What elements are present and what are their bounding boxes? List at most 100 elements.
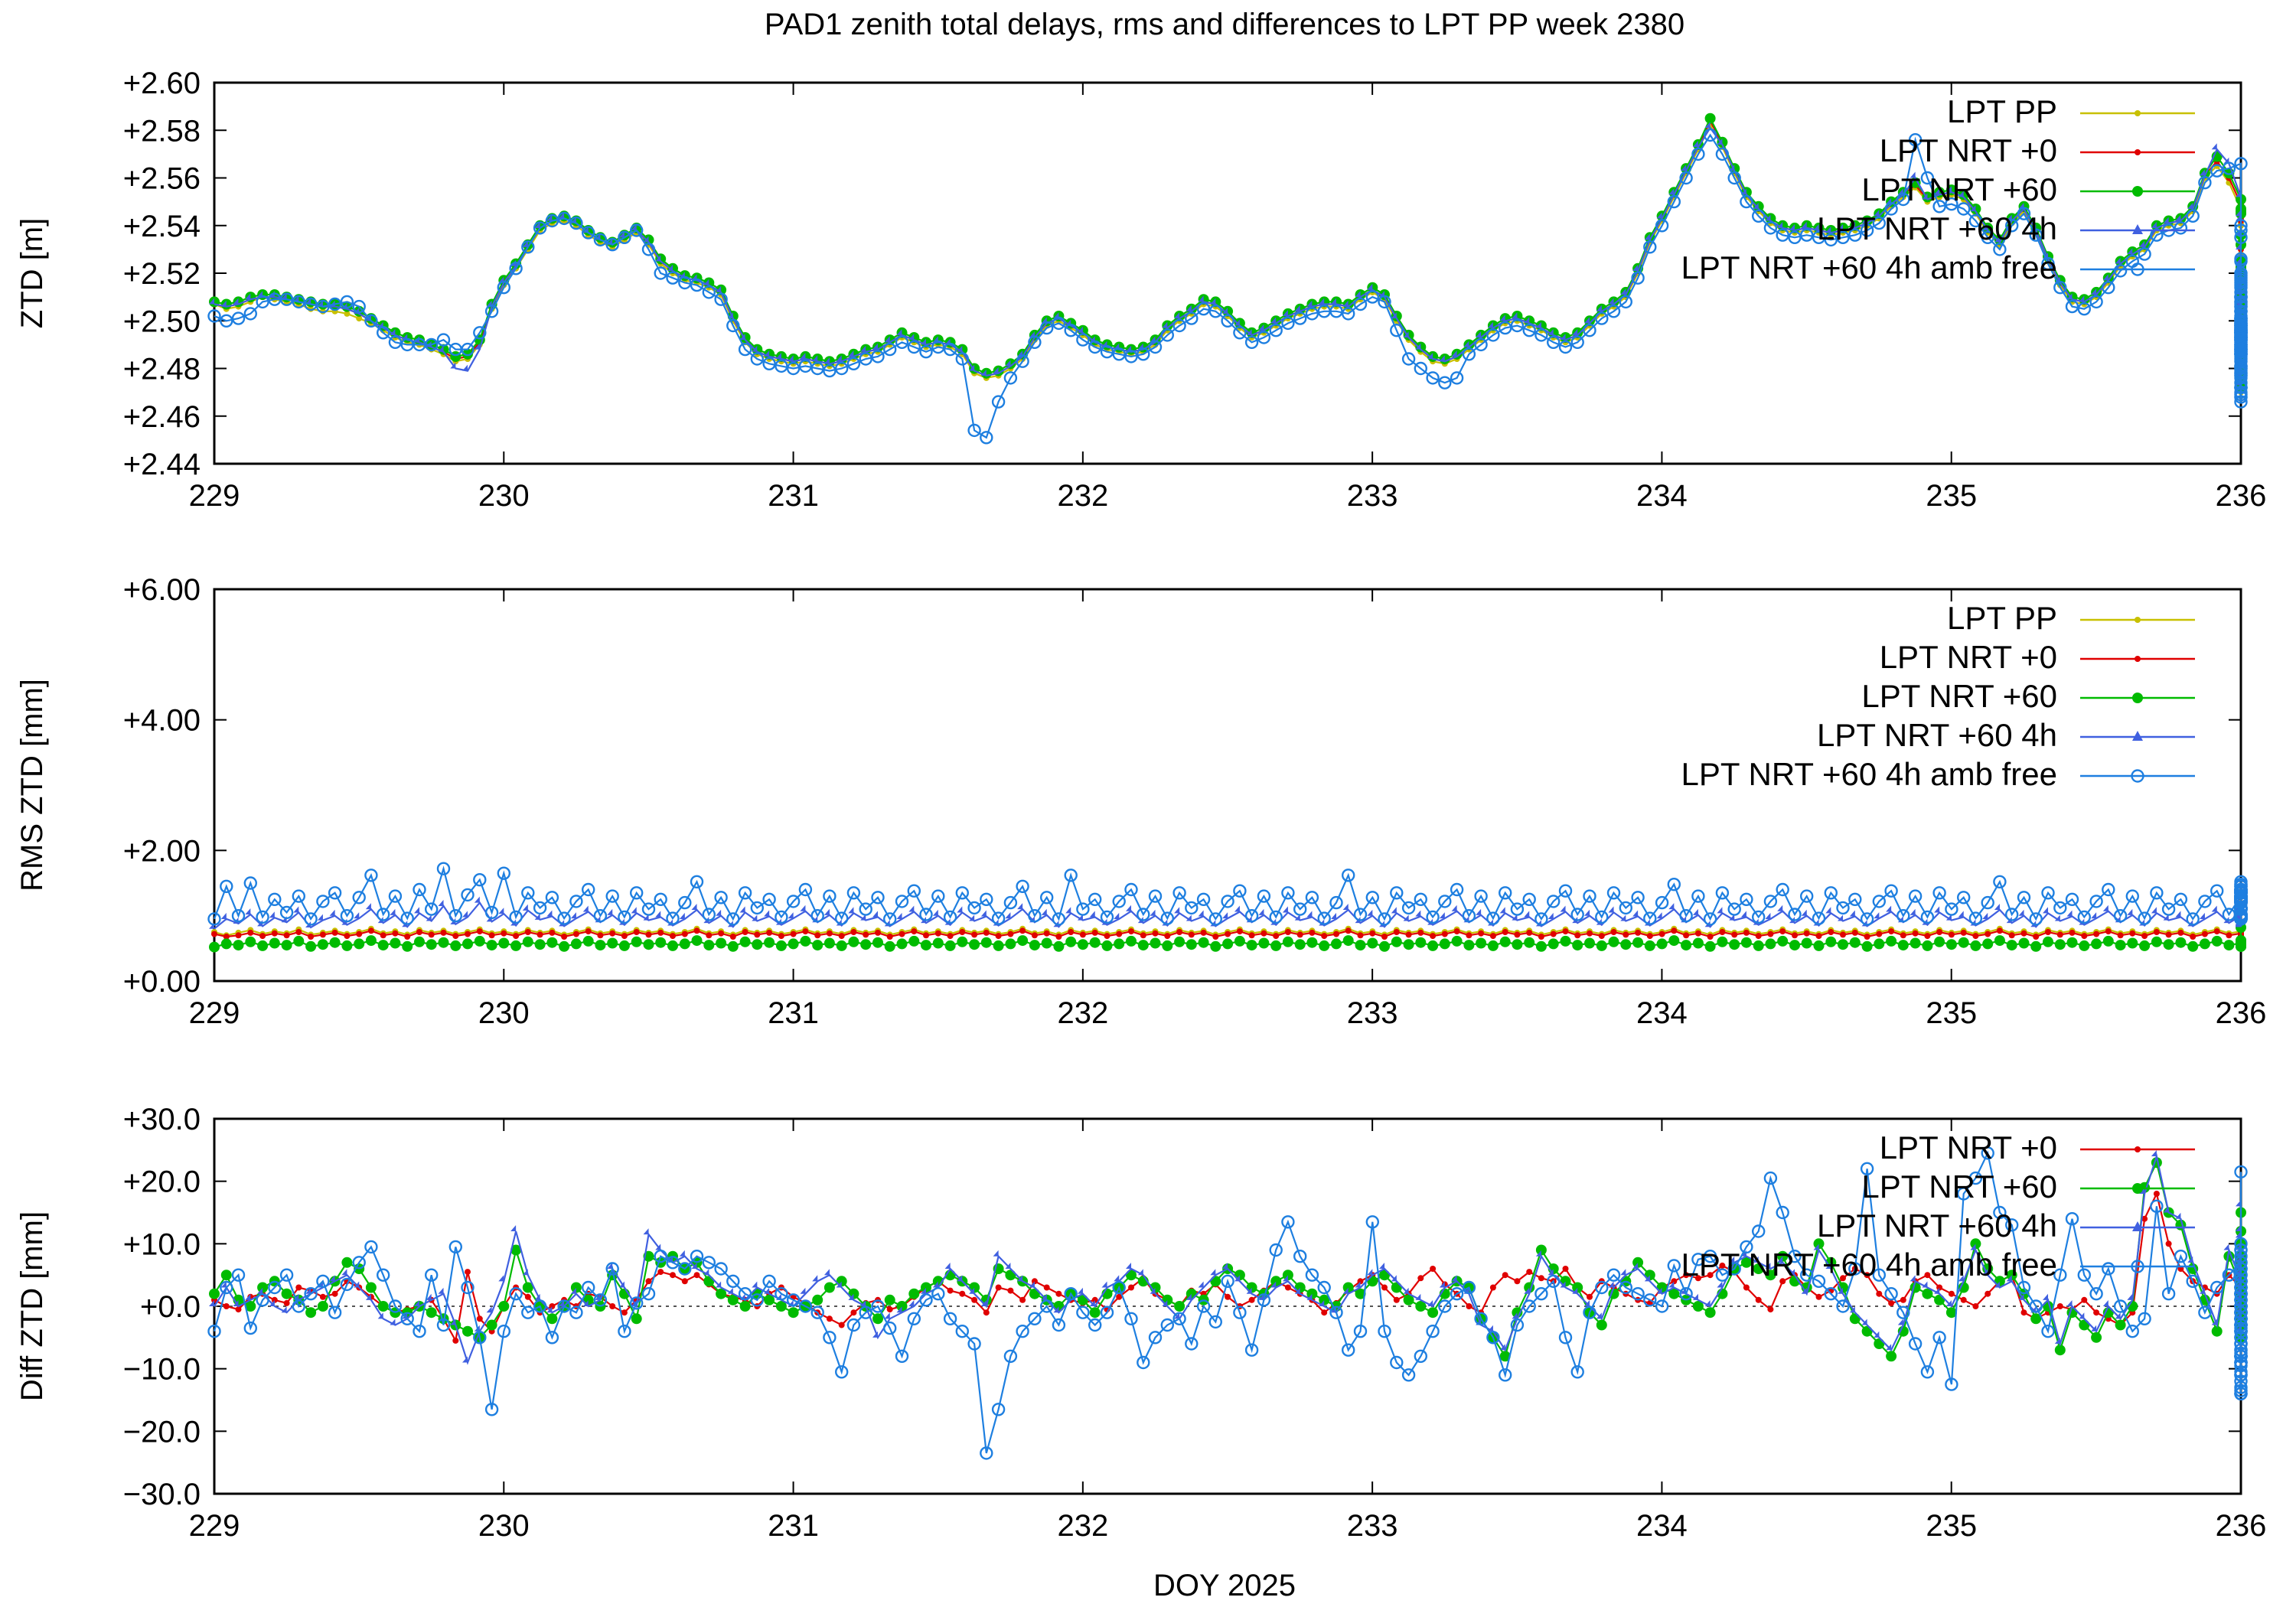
data-point (474, 343, 480, 350)
data-point (1293, 311, 1307, 325)
data-point (1476, 908, 1482, 915)
data-point (670, 1272, 676, 1279)
figure-title: PAD1 zenith total delays, rms and differ… (765, 8, 1684, 41)
data-point (545, 214, 559, 228)
data-point (1210, 298, 1216, 305)
data-point (2105, 928, 2112, 935)
data-point (1403, 331, 1409, 338)
data-point (2234, 266, 2248, 280)
data-point (440, 929, 447, 936)
data-point (836, 940, 847, 951)
data-point (390, 937, 401, 949)
data-point (533, 221, 547, 235)
data-point (231, 311, 246, 325)
data-point (1920, 171, 1935, 185)
data-point (1646, 933, 1653, 940)
data-point (1451, 1275, 1457, 1282)
data-point (1379, 1263, 1385, 1270)
data-point (1342, 935, 1354, 947)
data-point (486, 1306, 492, 1313)
data-point (702, 285, 716, 299)
data-point (1538, 1275, 1544, 1282)
data-point (607, 937, 618, 949)
data-point (1910, 937, 1921, 949)
data-point (1825, 907, 1831, 914)
data-point (438, 1287, 444, 1294)
data-point (1910, 908, 1916, 915)
data-point (2165, 931, 2172, 938)
y-tick-label: +20.0 (123, 1165, 201, 1199)
data-point (947, 1287, 954, 1294)
data-point (283, 932, 290, 939)
data-point (1982, 224, 1988, 231)
data-point (1972, 933, 1979, 940)
data-point (2190, 934, 2197, 940)
data-point (2187, 940, 2199, 952)
data-point (305, 940, 317, 952)
data-point (1381, 934, 1388, 940)
legend-marker (2135, 1146, 2141, 1152)
data-point (1886, 1351, 1897, 1362)
data-point (1900, 932, 1906, 939)
data-point (618, 230, 631, 244)
data-point (1186, 939, 1197, 950)
data-point (932, 937, 944, 949)
data-point (2102, 935, 2114, 947)
data-point (618, 940, 630, 951)
x-tick-label: 236 (2216, 479, 2267, 513)
data-point (812, 940, 823, 951)
data-point (778, 933, 784, 940)
data-point (2115, 1319, 2126, 1331)
data-point (1273, 933, 1280, 940)
data-point (2081, 1296, 2088, 1303)
data-point (1137, 347, 1150, 361)
legend-label: LPT NRT +0 (1880, 639, 2057, 675)
data-point (1755, 933, 1762, 940)
data-point (585, 928, 592, 935)
data-point (1357, 932, 1364, 939)
data-point (220, 1270, 232, 1281)
legend-label: LPT NRT +60 4h amb free (1681, 1247, 2057, 1283)
legend-label: LPT NRT +60 (1861, 171, 2057, 207)
data-point (1558, 340, 1573, 354)
data-point (2163, 217, 2169, 223)
data-point (788, 938, 799, 950)
data-point (593, 233, 608, 247)
data-point (1305, 307, 1319, 321)
data-point (233, 940, 244, 951)
data-point (1476, 937, 1487, 949)
data-point (488, 932, 495, 939)
data-point (836, 355, 842, 362)
data-point (967, 423, 981, 438)
data-point (1150, 909, 1156, 916)
data-point (1671, 927, 1678, 934)
data-point (1234, 319, 1240, 326)
data-point (980, 910, 987, 917)
data-point (1210, 1269, 1216, 1276)
data-point (727, 940, 739, 952)
data-point (1534, 328, 1548, 342)
data-point (1112, 347, 1126, 361)
data-point (859, 352, 872, 366)
data-point (317, 914, 323, 921)
data-point (1886, 935, 1897, 947)
data-point (2102, 281, 2115, 295)
data-point (1378, 295, 1391, 309)
x-tick-label: 231 (768, 1509, 819, 1543)
data-point (1703, 128, 1717, 142)
data-point (1765, 938, 1776, 950)
data-point (1548, 328, 1554, 335)
data-point (582, 905, 589, 912)
data-point (1803, 930, 1810, 937)
data-point (2234, 314, 2248, 328)
data-point (1715, 147, 1730, 161)
data-point (380, 932, 386, 939)
data-point (1321, 1309, 1328, 1316)
data-point (1005, 1270, 1016, 1281)
data-point (2199, 912, 2205, 919)
data-point (1608, 906, 1614, 913)
data-point (452, 933, 459, 940)
data-point (1584, 937, 1595, 949)
data-point (1309, 929, 1316, 936)
